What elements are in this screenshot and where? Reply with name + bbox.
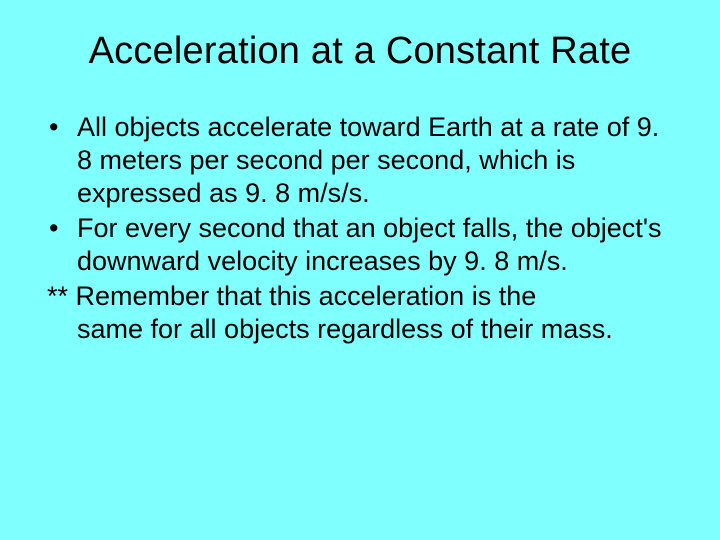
slide-container: Acceleration at a Constant Rate • All ob…	[0, 0, 720, 540]
bullet-item: • All objects accelerate toward Earth at…	[47, 111, 673, 210]
note-item: ** Remember that this acceleration is th…	[47, 280, 673, 346]
note-prefix: **	[47, 281, 68, 311]
bullet-item: • For every second that an object falls,…	[47, 212, 673, 278]
bullet-marker: •	[47, 111, 77, 144]
note-text-line2: same for all objects regardless of their…	[47, 313, 673, 346]
bullet-text: For every second that an object falls, t…	[77, 212, 673, 278]
bullet-marker: •	[47, 212, 77, 245]
bullet-text: All objects accelerate toward Earth at a…	[77, 111, 673, 210]
slide-body: • All objects accelerate toward Earth at…	[45, 111, 675, 346]
slide-title: Acceleration at a Constant Rate	[45, 30, 675, 73]
note-text-line1: Remember that this acceleration is the	[68, 281, 536, 311]
